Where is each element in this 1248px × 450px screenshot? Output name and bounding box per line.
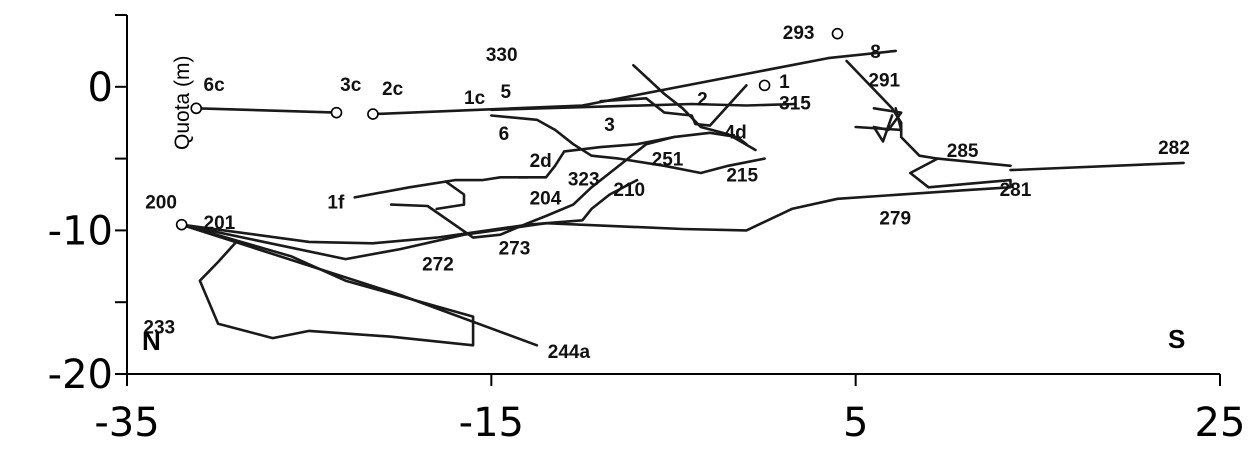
survey-leg [936, 157, 1012, 168]
station-label: 293 [783, 23, 815, 44]
station-label: 4d [725, 122, 747, 143]
station-label: 251 [652, 150, 684, 171]
station-marker [175, 218, 188, 231]
station-label: 273 [499, 239, 531, 260]
y-tick-label: 0 [88, 65, 113, 111]
y-axis-label: Quota (m) [171, 55, 194, 150]
station-label: 279 [879, 208, 911, 229]
x-tick-label: 5 [843, 400, 868, 446]
corner-label-right: S [1168, 324, 1185, 354]
station-label: 3c [340, 75, 362, 96]
station-marker [758, 79, 771, 92]
station-label: 291 [868, 71, 900, 92]
station-label: 281 [1000, 180, 1032, 201]
station-label: 6c [204, 75, 226, 96]
station-label: 200 [145, 193, 177, 214]
station-label: 201 [204, 213, 236, 234]
station-label: 282 [1158, 138, 1190, 159]
x-tick-label: 25 [1195, 400, 1246, 446]
station-marker [190, 102, 203, 115]
survey-leg [599, 84, 748, 127]
y-tick-label: -20 [48, 352, 113, 398]
series-layer [180, 49, 1185, 347]
station-label: 285 [947, 141, 979, 162]
station-label: 204 [530, 188, 562, 209]
station-label: 244a [548, 342, 591, 363]
survey-leg [371, 49, 898, 116]
station-label: 1c [464, 88, 486, 109]
station-layer: 6c 3c 2c 1c 5 6 330 3 2 1 293 8 291 315 4d 251 215 2d 323 2… [143, 23, 1189, 363]
survey-leg [180, 59, 1012, 261]
station-label: 272 [422, 254, 454, 275]
axes: -35 -15 5 250-10-20 [48, 14, 1246, 446]
y-tick-label: -10 [48, 208, 113, 254]
survey-leg [194, 107, 338, 114]
survey-leg [180, 223, 475, 347]
station-label: 315 [779, 94, 811, 115]
station-marker [330, 106, 343, 119]
station-label: 215 [726, 165, 758, 186]
survey-leg [854, 107, 903, 132]
station-label: 1 [779, 72, 790, 93]
station-label: 6 [499, 124, 510, 145]
station-label: 1f [327, 193, 345, 214]
station-label: 233 [143, 318, 175, 339]
station-label: 2 [697, 89, 708, 110]
station-label: 3 [604, 115, 615, 136]
station-label: 5 [500, 82, 511, 103]
x-tick-label: -35 [94, 400, 159, 446]
survey-leg [353, 176, 530, 199]
station-label: 323 [568, 170, 600, 191]
survey-leg [1009, 161, 1185, 172]
x-tick-label: -15 [459, 400, 524, 446]
corner-label-left: N [142, 326, 161, 356]
station-marker [367, 108, 379, 120]
survey-leg [435, 180, 466, 211]
station-marker [831, 27, 844, 40]
station-label: 330 [486, 45, 518, 66]
survey-leg [517, 131, 748, 179]
survey-leg [180, 223, 539, 347]
station-label: 2c [382, 79, 404, 100]
station-label: 2d [530, 151, 552, 172]
station-label: 8 [870, 42, 881, 63]
station-label: 210 [613, 180, 645, 201]
survey-leg [489, 114, 766, 175]
survey-leg [489, 102, 797, 112]
